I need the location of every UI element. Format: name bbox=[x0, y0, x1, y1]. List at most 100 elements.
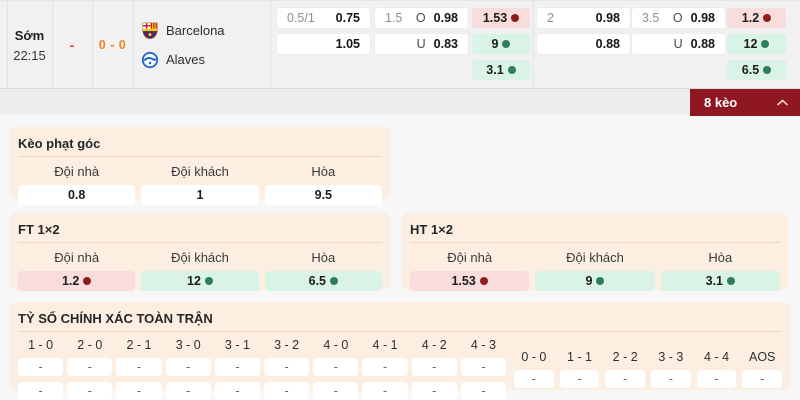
score-odds-box[interactable]: - bbox=[214, 382, 261, 400]
odds-price: 0.75 bbox=[335, 11, 360, 25]
alaves-logo-icon bbox=[141, 51, 159, 69]
over-letter: O bbox=[672, 11, 683, 25]
ht-away-odds[interactable]: 9 bbox=[535, 271, 655, 291]
handicap-home-odds-2[interactable]: 2 0.98 bbox=[537, 8, 630, 28]
exact-score-column: 2 - 1 - - bbox=[116, 338, 162, 400]
keo-count-toggle-button[interactable]: 8 kèo bbox=[690, 89, 800, 116]
trend-dot-red-icon bbox=[83, 277, 92, 285]
score-odds-box[interactable]: - bbox=[264, 358, 310, 376]
odds-value: 1.53 bbox=[451, 274, 476, 288]
score-odds-box[interactable]: - bbox=[116, 382, 162, 400]
score-odds-box[interactable]: - bbox=[18, 358, 64, 376]
under-odds[interactable]: U 0.83 bbox=[375, 34, 468, 54]
score-odds-box[interactable]: - bbox=[460, 382, 507, 400]
score-label: 2 - 1 bbox=[126, 338, 152, 352]
1x2-away-odds[interactable]: 9 bbox=[472, 34, 530, 54]
odds-value: 1.53 bbox=[482, 11, 508, 25]
home-header: Đội nhà bbox=[54, 164, 100, 179]
ht-draw-odds[interactable]: 3.1 bbox=[660, 271, 780, 291]
exact-score-title: TỶ SỐ CHÍNH XÁC TOÀN TRẬN bbox=[18, 302, 782, 332]
1x2-draw-odds[interactable]: 3.1 bbox=[472, 60, 530, 80]
trend-dot-red-icon bbox=[479, 277, 488, 285]
draw-columns-group: 0 - 0 - 1 - 1 - 2 - 2 - 3 - 3 - 4 - 4 - … bbox=[514, 338, 783, 400]
score-odds-box[interactable]: - bbox=[67, 358, 113, 376]
exact-score-column: 4 - 2 - - bbox=[411, 338, 457, 400]
score-odds-box[interactable]: - bbox=[559, 370, 600, 388]
handicap-away-odds[interactable]: 1.05 bbox=[277, 34, 370, 54]
divider bbox=[133, 1, 134, 88]
odds-price: 1.05 bbox=[335, 37, 360, 51]
teams-cell: Barcelona Alaves bbox=[133, 1, 270, 89]
over-odds[interactable]: 1.5 O 0.98 bbox=[375, 8, 468, 28]
trend-dot-green-icon bbox=[596, 277, 605, 285]
score-odds-box[interactable]: - bbox=[67, 382, 113, 400]
score-odds-box[interactable]: - bbox=[165, 358, 211, 376]
exact-score-column: 1 - 0 - - bbox=[18, 338, 64, 400]
match-score: 0 - 0 bbox=[98, 38, 127, 52]
score-label: 0 - 0 bbox=[521, 350, 547, 364]
score-odds-box[interactable]: - bbox=[18, 382, 64, 400]
draw-header: Hòa bbox=[311, 164, 336, 179]
score-odds-box[interactable]: - bbox=[411, 358, 457, 376]
match-score-cell: 0 - 0 bbox=[92, 1, 133, 89]
match-status-dash: - bbox=[69, 37, 75, 53]
score-odds-box[interactable]: - bbox=[313, 382, 359, 400]
trend-dot-green-icon bbox=[330, 277, 339, 285]
1x2-home-odds[interactable]: 1.53 bbox=[472, 8, 530, 28]
ht-1x2-panel: HT 1×2 Đội nhà Đội khách Hòa 1.53 9 3.1 bbox=[402, 213, 788, 291]
handicap-home-odds[interactable]: 0.5/1 0.75 bbox=[277, 8, 370, 28]
chevron-up-icon bbox=[777, 99, 788, 106]
score-odds-box[interactable]: - bbox=[214, 358, 261, 376]
score-odds-box[interactable]: - bbox=[514, 370, 554, 388]
match-odds-row: Sớm 22:15 - 0 - 0 bbox=[0, 0, 800, 88]
divider bbox=[7, 1, 8, 88]
score-odds-box[interactable]: - bbox=[460, 358, 507, 376]
under-letter: U bbox=[416, 37, 426, 51]
score-odds-box[interactable]: - bbox=[116, 358, 162, 376]
1x2-home-odds-2[interactable]: 1.2 bbox=[727, 8, 786, 28]
odds-value: 9 bbox=[585, 274, 593, 288]
score-odds-box[interactable]: - bbox=[651, 370, 691, 388]
score-odds-box[interactable]: - bbox=[411, 382, 457, 400]
under-odds-2[interactable]: U 0.88 bbox=[632, 34, 725, 54]
1x2-draw-odds-2[interactable]: 6.5 bbox=[727, 60, 786, 80]
ft-draw-odds[interactable]: 6.5 bbox=[264, 271, 382, 291]
corner-home-odds[interactable]: 0.8 bbox=[18, 185, 136, 205]
score-odds-box[interactable]: - bbox=[313, 358, 359, 376]
away-header: Đội khách bbox=[566, 250, 624, 265]
home-team-row[interactable]: Barcelona bbox=[141, 22, 270, 40]
score-odds-box[interactable]: - bbox=[165, 382, 211, 400]
trend-dot-green-icon bbox=[204, 277, 213, 285]
corner-panel-title: Kèo phạt góc bbox=[18, 127, 382, 157]
home-team-name: Barcelona bbox=[166, 23, 225, 38]
score-odds-box[interactable]: - bbox=[742, 370, 783, 388]
handicap-away-odds-2[interactable]: 0.88 bbox=[537, 34, 630, 54]
score-label: 4 - 4 bbox=[704, 350, 730, 364]
score-label: 4 - 3 bbox=[470, 338, 496, 352]
trend-dot-green-icon bbox=[502, 40, 511, 48]
home-header: Đội nhà bbox=[54, 250, 100, 265]
ht-home-odds[interactable]: 1.53 bbox=[410, 271, 530, 291]
odds-value: 12 bbox=[187, 274, 201, 288]
score-odds-box[interactable]: - bbox=[264, 382, 310, 400]
divider bbox=[92, 1, 93, 88]
score-odds-box[interactable]: - bbox=[696, 370, 737, 388]
corner-away-odds[interactable]: 1 bbox=[141, 185, 259, 205]
1x2-away-odds-2[interactable]: 12 bbox=[727, 34, 786, 54]
ft-1x2-panel: FT 1×2 Đội nhà Đội khách Hòa 1.2 12 6.5 bbox=[10, 213, 390, 291]
trend-dot-red-icon bbox=[763, 14, 772, 22]
score-odds-box[interactable]: - bbox=[362, 358, 408, 376]
ft-home-odds[interactable]: 1.2 bbox=[18, 271, 136, 291]
score-odds-box[interactable]: - bbox=[605, 370, 646, 388]
odds-price: 0.88 bbox=[690, 37, 715, 51]
away-team-row[interactable]: Alaves bbox=[141, 51, 270, 69]
score-odds-box[interactable]: - bbox=[362, 382, 408, 400]
corner-draw-odds[interactable]: 9.5 bbox=[264, 185, 382, 205]
under-letter: U bbox=[673, 37, 683, 51]
draw-score-column: 3 - 3 - bbox=[651, 350, 691, 400]
ft-away-odds[interactable]: 12 bbox=[141, 271, 259, 291]
over-odds-2[interactable]: 3.5 O 0.98 bbox=[632, 8, 725, 28]
odds-value: 3.1 bbox=[486, 63, 504, 77]
odds-price: 0.98 bbox=[690, 11, 715, 25]
match-time-label: Sớm bbox=[14, 27, 45, 43]
